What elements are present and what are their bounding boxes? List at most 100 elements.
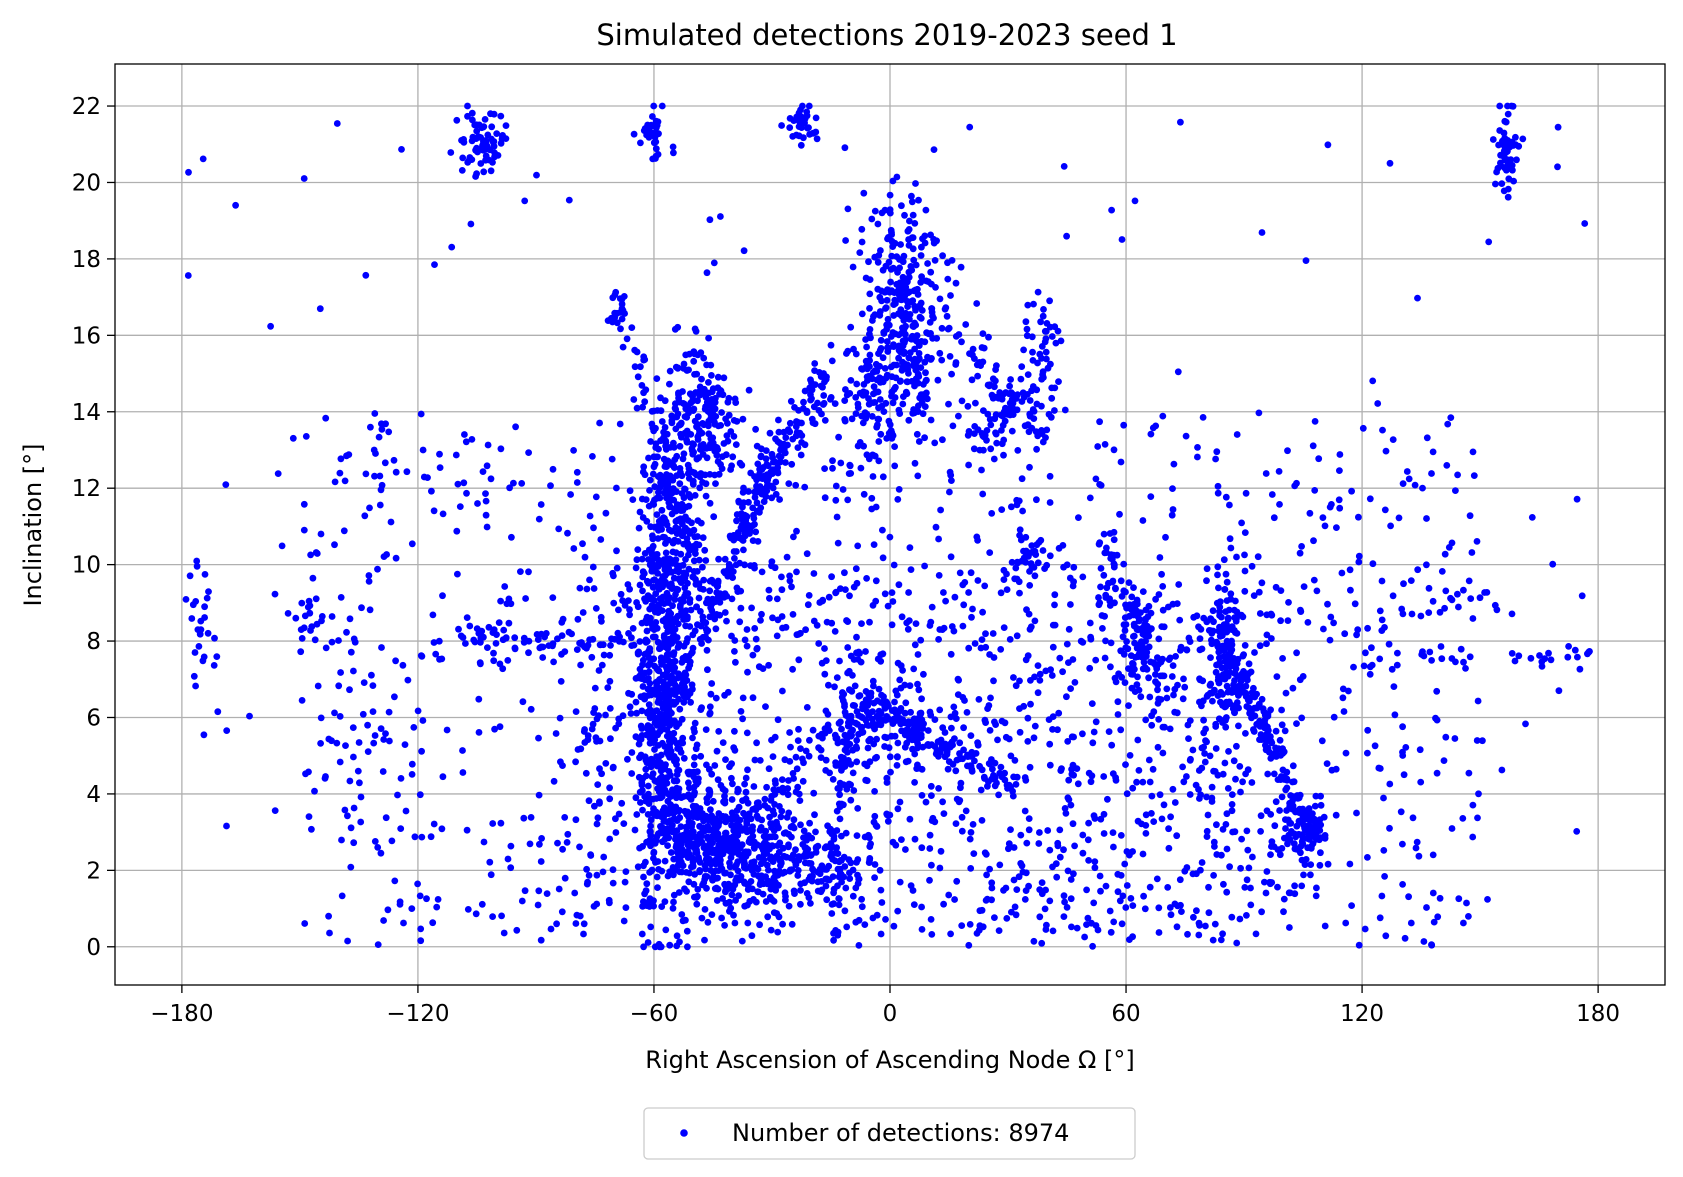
scatter-point xyxy=(683,438,691,446)
scatter-point xyxy=(480,838,488,846)
scatter-point xyxy=(996,769,1004,777)
scatter-point xyxy=(1463,899,1470,907)
scatter-point xyxy=(1046,472,1054,480)
scatter-point xyxy=(1086,494,1094,502)
scatter-point xyxy=(308,623,316,630)
scatter-point xyxy=(495,619,503,626)
scatter-point xyxy=(991,383,998,391)
scatter-point xyxy=(706,577,714,585)
scatter-point xyxy=(643,724,651,732)
scatter-point xyxy=(633,709,640,717)
scatter-point xyxy=(690,405,698,413)
scatter-point xyxy=(823,896,831,904)
scatter-point xyxy=(497,597,504,605)
scatter-point xyxy=(739,415,747,423)
scatter-point xyxy=(676,442,684,450)
scatter-point xyxy=(1026,463,1033,471)
scatter-point xyxy=(1051,621,1059,629)
scatter-point xyxy=(1448,825,1456,832)
scatter-point xyxy=(1264,744,1272,752)
scatter-point xyxy=(814,868,822,876)
scatter-point xyxy=(483,462,491,470)
scatter-points xyxy=(182,102,1593,951)
scatter-point xyxy=(408,771,416,778)
scatter-point xyxy=(1209,607,1217,615)
scatter-point xyxy=(350,804,358,812)
scatter-point xyxy=(1046,761,1054,769)
scatter-point xyxy=(1385,640,1393,648)
scatter-point xyxy=(879,354,887,362)
scatter-point xyxy=(1244,766,1252,774)
scatter-point xyxy=(1398,605,1406,613)
scatter-point xyxy=(573,468,581,476)
scatter-point xyxy=(860,381,868,388)
scatter-point xyxy=(563,839,571,846)
scatter-point xyxy=(871,207,879,215)
scatter-point xyxy=(982,630,989,638)
scatter-point xyxy=(655,604,663,612)
scatter-point xyxy=(1578,592,1586,600)
scatter-point xyxy=(1163,685,1171,693)
scatter-point xyxy=(645,579,652,587)
scatter-point xyxy=(1321,522,1329,530)
scatter-point xyxy=(960,724,967,732)
scatter-point xyxy=(459,769,467,776)
scatter-point xyxy=(680,450,688,458)
scatter-point xyxy=(743,626,751,633)
scatter-point xyxy=(1497,151,1504,159)
scatter-point xyxy=(745,838,753,846)
scatter-point xyxy=(650,102,658,110)
scatter-point xyxy=(550,777,558,785)
scatter-point xyxy=(703,269,711,277)
scatter-point xyxy=(1247,884,1254,892)
scatter-point xyxy=(899,273,907,281)
scatter-point xyxy=(998,440,1006,448)
scatter-point xyxy=(513,926,521,934)
scatter-point xyxy=(408,540,416,548)
scatter-point xyxy=(799,777,807,785)
scatter-point xyxy=(1037,318,1044,326)
scatter-point xyxy=(312,595,320,603)
scatter-point xyxy=(535,515,543,523)
scatter-point xyxy=(1222,493,1230,501)
scatter-point xyxy=(1173,832,1181,840)
scatter-point xyxy=(911,641,919,649)
scatter-point xyxy=(688,519,695,527)
scatter-point xyxy=(1211,920,1219,928)
scatter-point xyxy=(1242,682,1250,690)
scatter-point xyxy=(668,419,676,427)
scatter-point xyxy=(906,544,914,551)
scatter-point xyxy=(828,573,835,581)
scatter-point xyxy=(663,463,670,470)
scatter-point xyxy=(392,657,399,665)
scatter-point xyxy=(1258,579,1266,587)
scatter-point xyxy=(886,191,894,199)
scatter-point xyxy=(642,496,650,503)
scatter-point xyxy=(861,921,869,928)
scatter-point xyxy=(535,791,543,799)
scatter-point xyxy=(581,553,589,561)
scatter-point xyxy=(1179,763,1186,771)
scatter-point xyxy=(1400,580,1407,588)
scatter-point xyxy=(810,789,818,797)
scatter-point xyxy=(911,750,919,758)
scatter-point xyxy=(660,633,668,641)
scatter-point xyxy=(713,897,721,904)
scatter-point xyxy=(883,338,891,345)
scatter-point xyxy=(859,419,867,427)
scatter-point xyxy=(200,653,208,661)
scatter-point xyxy=(866,305,873,312)
scatter-point xyxy=(1438,568,1446,575)
scatter-point xyxy=(1262,470,1270,477)
scatter-point xyxy=(1307,861,1315,868)
scatter-point xyxy=(844,205,852,213)
scatter-point xyxy=(612,288,620,296)
scatter-point xyxy=(654,858,662,865)
scatter-point xyxy=(1163,694,1171,702)
scatter-point xyxy=(1284,617,1292,624)
scatter-point xyxy=(863,410,871,418)
scatter-point xyxy=(1457,645,1465,653)
scatter-point xyxy=(890,922,898,930)
scatter-point xyxy=(1232,775,1239,783)
scatter-point xyxy=(360,679,368,686)
